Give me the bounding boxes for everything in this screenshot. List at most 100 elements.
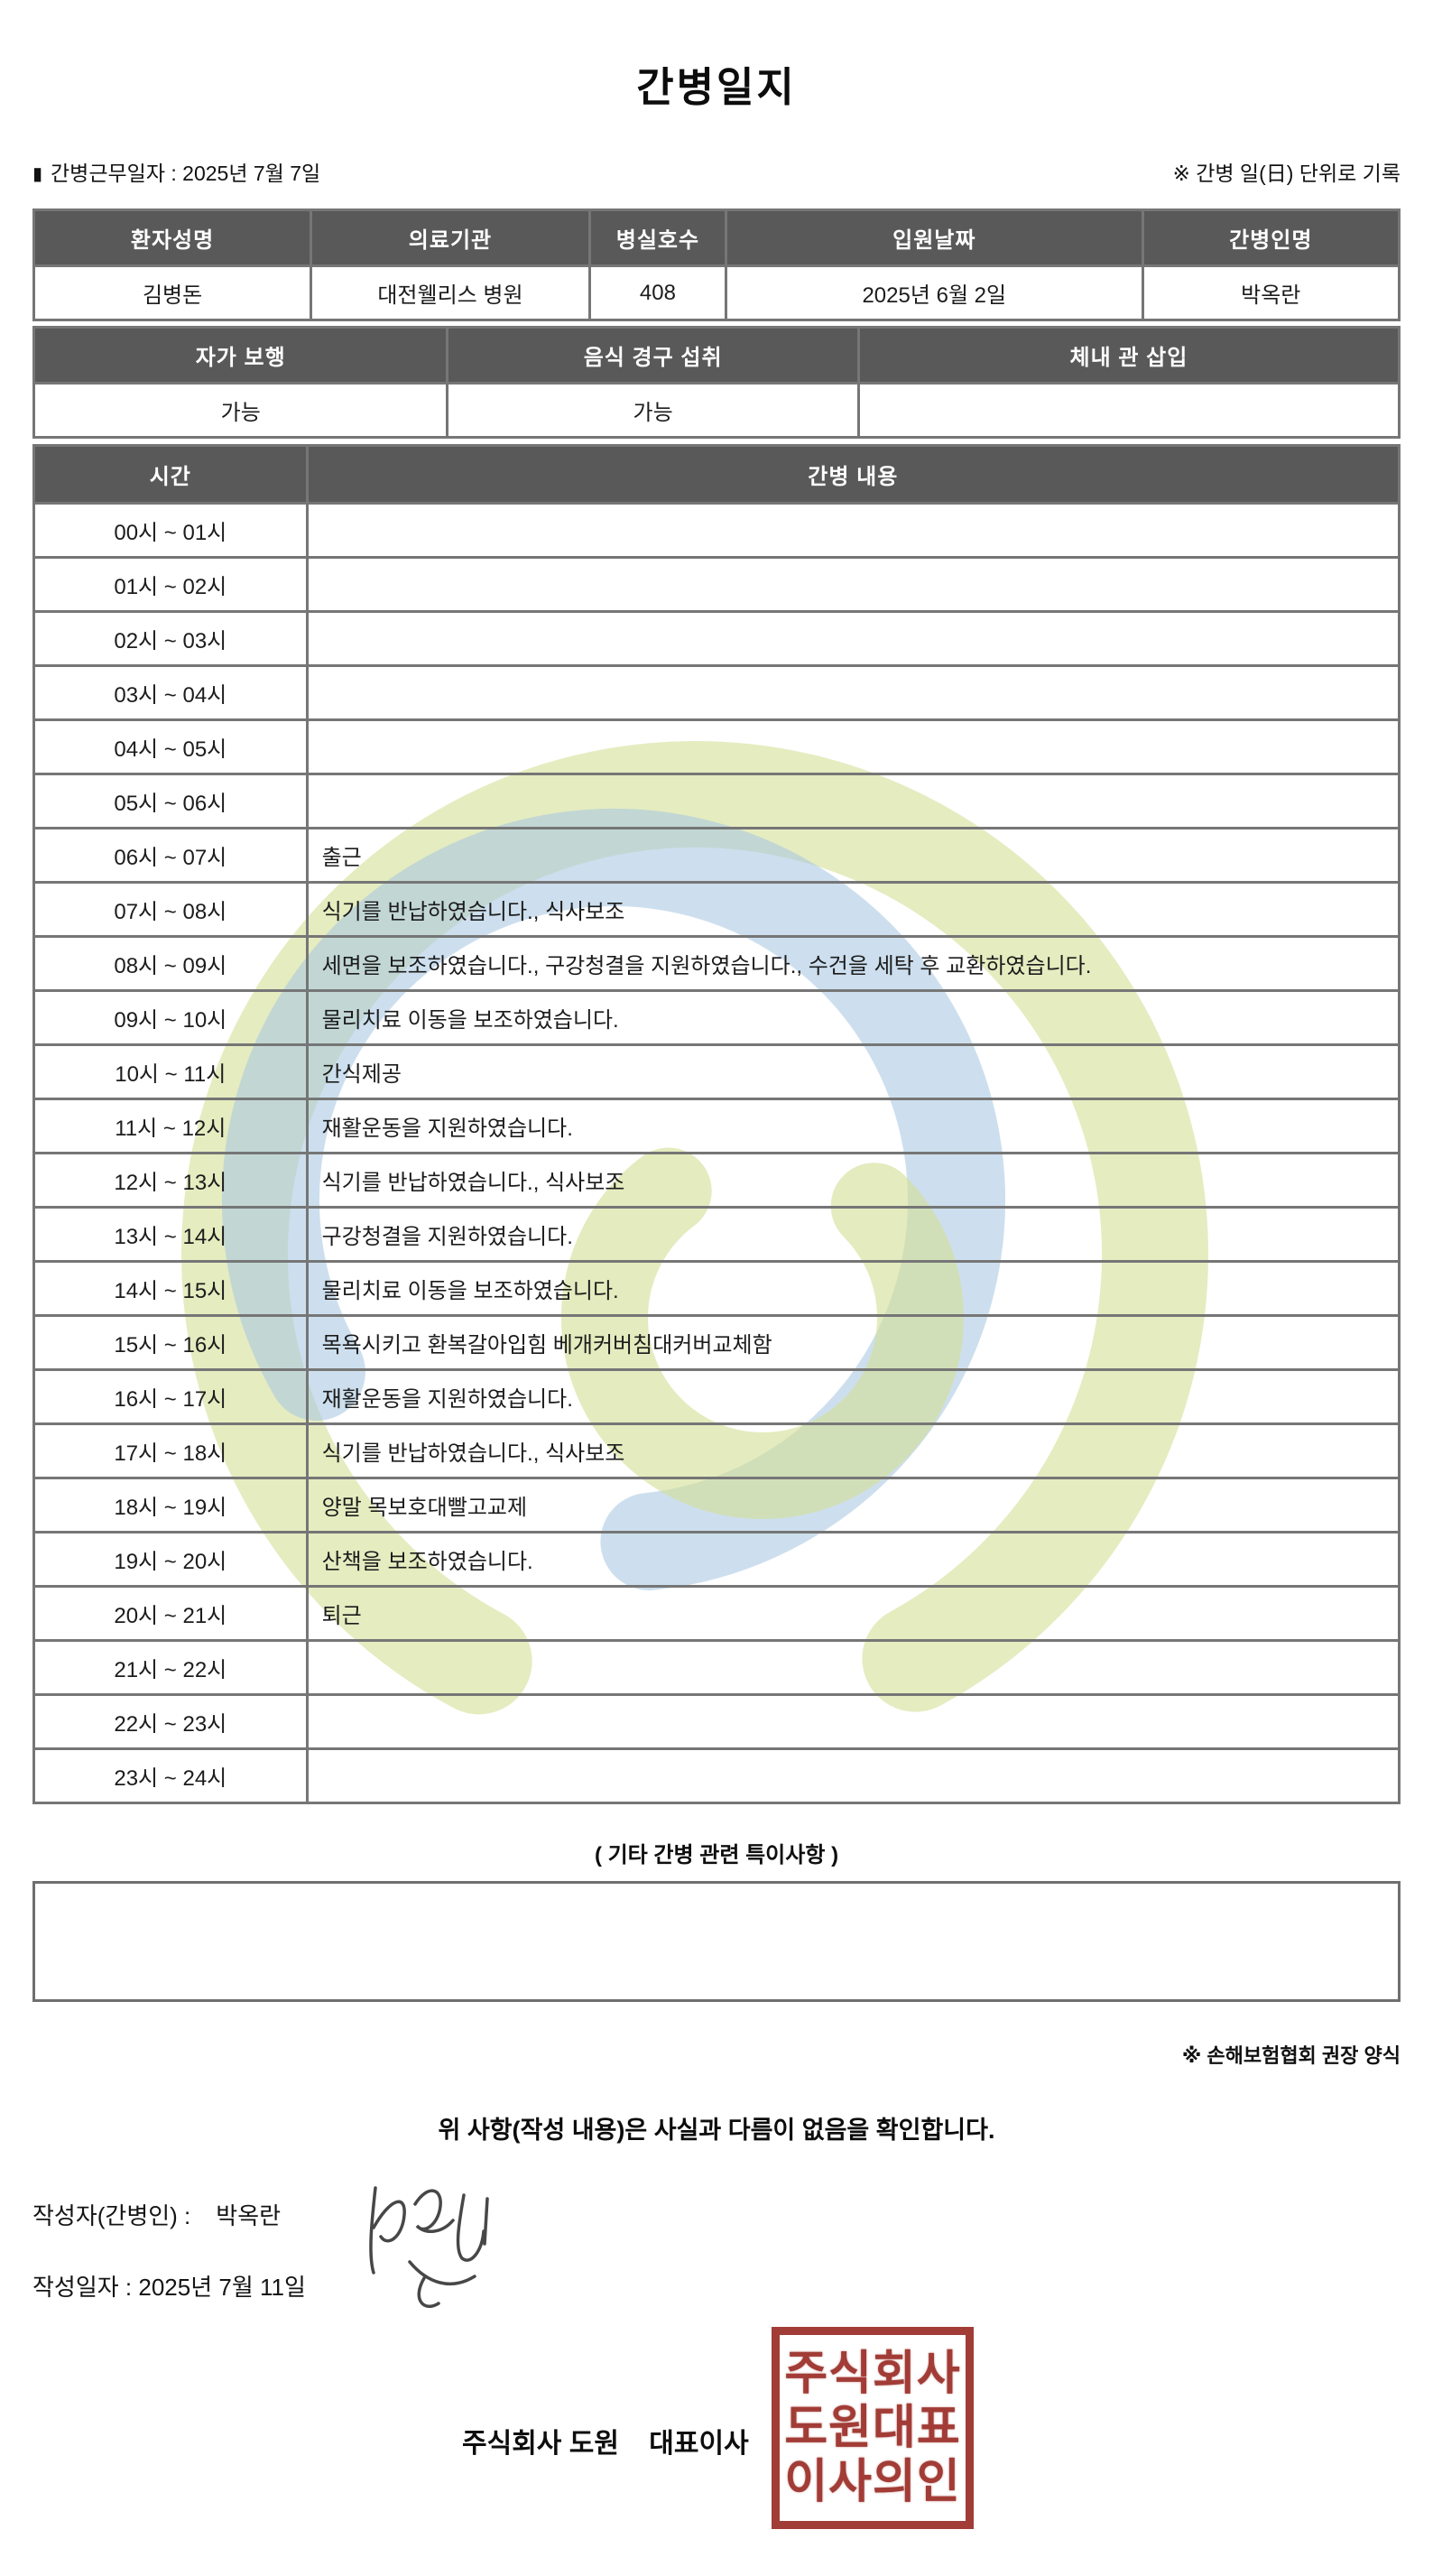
care-content <box>305 773 1401 829</box>
care-content: 출근 <box>305 827 1401 884</box>
self-walking-value: 가능 <box>32 382 449 439</box>
care-log-row: 04시 ~ 05시 <box>32 718 1401 775</box>
time-slot: 23시 ~ 24시 <box>32 1747 309 1804</box>
time-slot: 09시 ~ 10시 <box>32 989 309 1046</box>
confirmation-statement: 위 사항(작성 내용)은 사실과 다름이 없음을 확인합니다. <box>438 2117 995 2144</box>
care-content: 구강청결을 지원하였습니다. <box>305 1206 1401 1263</box>
header-internal-tube: 체내 관 삽입 <box>856 326 1401 385</box>
header-caregiver-name: 간병인명 <box>1141 208 1401 267</box>
care-content <box>305 718 1401 775</box>
time-slot: 01시 ~ 02시 <box>32 556 309 613</box>
care-content: 간식제공 <box>305 1043 1401 1100</box>
work-date-label: 간병근무일자 : <box>51 162 177 185</box>
patient-name: 김병돈 <box>32 264 313 321</box>
care-content <box>305 502 1401 559</box>
written-date-value: 2025년 7월 11일 <box>138 2274 306 2301</box>
care-log-row: 07시 ~ 08시 식기를 반납하였습니다., 식사보조 <box>32 881 1401 938</box>
time-slot: 03시 ~ 04시 <box>32 664 309 721</box>
care-log-row: 02시 ~ 03시 <box>32 610 1401 667</box>
stamp-row-3: 이사의인 <box>784 2456 961 2509</box>
status-header-row: 자가 보행 음식 경구 섭취 체내 관 삽입 <box>32 326 1401 385</box>
time-slot: 12시 ~ 13시 <box>32 1152 309 1209</box>
care-log-row: 05시 ~ 06시 <box>32 773 1401 829</box>
form-note: ※ 손해보험협회 권장 양식 <box>1181 2044 1401 2067</box>
care-log-row: 01시 ~ 02시 <box>32 556 1401 613</box>
oral-intake-value: 가능 <box>446 382 860 439</box>
care-content: 산책을 보조하였습니다. <box>305 1531 1401 1588</box>
company-line: 주식회사 도원 대표이사 <box>462 2429 749 2459</box>
care-content <box>305 664 1401 721</box>
remarks-box <box>32 1881 1401 2002</box>
stamp-row-2: 도원대표 <box>784 2401 961 2454</box>
time-slot: 06시 ~ 07시 <box>32 827 309 884</box>
care-log-row: 14시 ~ 15시 물리치료 이동을 보조하였습니다. <box>32 1260 1401 1317</box>
header-self-walking: 자가 보행 <box>32 326 449 385</box>
time-slot: 22시 ~ 23시 <box>32 1693 309 1750</box>
care-log-row: 13시 ~ 14시 구강청결을 지원하였습니다. <box>32 1206 1401 1263</box>
meta-row: ▮ 간병근무일자 : 2025년 7월 7일 ※ 간병 일(日) 단위로 기록 <box>32 156 1401 187</box>
care-content: 재활운동을 지원하였습니다. <box>305 1098 1401 1154</box>
care-log-row: 20시 ~ 21시 퇴근 <box>32 1585 1401 1642</box>
care-content: 물리치료 이동을 보조하였습니다. <box>305 989 1401 1046</box>
care-content: 식기를 반납하였습니다., 식사보조 <box>305 1422 1401 1479</box>
care-log-row: 10시 ~ 11시 간식제공 <box>32 1043 1401 1100</box>
care-content <box>305 1747 1401 1804</box>
header-medical-institution: 의료기관 <box>310 208 591 267</box>
caregiver-name: 박옥란 <box>1141 264 1401 321</box>
stamp-row-1: 주식회사 <box>784 2347 961 2400</box>
time-slot: 14시 ~ 15시 <box>32 1260 309 1317</box>
corporate-seal-stamp: 주식회사 도원대표 이사의인 <box>772 2327 974 2529</box>
care-log-row: 17시 ~ 18시 식기를 반납하였습니다., 식사보조 <box>32 1422 1401 1479</box>
signature-stroke <box>369 2186 489 2308</box>
patient-info-table: 환자성명 의료기관 병실호수 입원날짜 간병인명 김병돈 대전웰리스 병원 40… <box>32 208 1401 321</box>
signer-line: 작성자(간병인) : 박옥란 <box>32 2198 1401 2231</box>
care-content: 퇴근 <box>305 1585 1401 1642</box>
handwritten-signature <box>369 2186 489 2308</box>
care-content: 식기를 반납하였습니다., 식사보조 <box>305 881 1401 938</box>
care-content <box>305 610 1401 667</box>
time-slot: 21시 ~ 22시 <box>32 1639 309 1696</box>
care-content: 물리치료 이동을 보조하였습니다. <box>305 1260 1401 1317</box>
care-log-row: 00시 ~ 01시 <box>32 502 1401 559</box>
care-log-row: 18시 ~ 19시 양말 목보호대빨고교제 <box>32 1477 1401 1534</box>
care-content: 세면을 보조하였습니다., 구강청결을 지원하였습니다., 수건을 세탁 후 교… <box>305 935 1401 992</box>
medical-institution: 대전웰리스 병원 <box>310 264 591 321</box>
care-content: 재활운동을 지원하였습니다. <box>305 1368 1401 1425</box>
care-log-row: 08시 ~ 09시 세면을 보조하였습니다., 구강청결을 지원하였습니다., … <box>32 935 1401 992</box>
care-log-row: 19시 ~ 20시 산책을 보조하였습니다. <box>32 1531 1401 1588</box>
care-content <box>305 1639 1401 1696</box>
time-slot: 10시 ~ 11시 <box>32 1043 309 1100</box>
time-slot: 08시 ~ 09시 <box>32 935 309 992</box>
time-slot: 17시 ~ 18시 <box>32 1422 309 1479</box>
care-log-row: 15시 ~ 16시 목욕시키고 환복갈아입힘 베개커버침대커버교체함 <box>32 1314 1401 1371</box>
header-admission-date: 입원날짜 <box>725 208 1144 267</box>
care-log-row: 09시 ~ 10시 물리치료 이동을 보조하였습니다. <box>32 989 1401 1046</box>
patient-info-value-row: 김병돈 대전웰리스 병원 408 2025년 6월 2일 박옥란 <box>32 264 1401 321</box>
signer-name: 박옥란 <box>216 2202 282 2229</box>
header-oral-intake: 음식 경구 섭취 <box>446 326 860 385</box>
time-slot: 13시 ~ 14시 <box>32 1206 309 1263</box>
written-date-label: 작성일자 : <box>32 2274 133 2301</box>
time-slot: 02시 ~ 03시 <box>32 610 309 667</box>
page-title: 간병일지 <box>636 64 797 110</box>
care-log-row: 22시 ~ 23시 <box>32 1693 1401 1750</box>
admission-date: 2025년 6월 2일 <box>725 264 1144 321</box>
care-log-header-row: 시간 간병 내용 <box>32 444 1401 505</box>
care-content: 목욕시키고 환복갈아입힘 베개커버침대커버교체함 <box>305 1314 1401 1371</box>
care-log-row: 16시 ~ 17시 재활운동을 지원하였습니다. <box>32 1368 1401 1425</box>
header-room-number: 병실호수 <box>587 208 728 267</box>
care-content: 식기를 반납하였습니다., 식사보조 <box>305 1152 1401 1209</box>
time-slot: 00시 ~ 01시 <box>32 502 309 559</box>
written-date-line: 작성일자 : 2025년 7월 11일 <box>32 2269 1401 2303</box>
time-slot: 16시 ~ 17시 <box>32 1368 309 1425</box>
care-content: 양말 목보호대빨고교제 <box>305 1477 1401 1534</box>
time-slot: 05시 ~ 06시 <box>32 773 309 829</box>
time-slot: 07시 ~ 08시 <box>32 881 309 938</box>
time-slot: 11시 ~ 12시 <box>32 1098 309 1154</box>
time-slot: 18시 ~ 19시 <box>32 1477 309 1534</box>
bullet-square-icon: ▮ <box>32 164 43 184</box>
care-log-table: 시간 간병 내용 00시 ~ 01시 01시 ~ 02시 02시 ~ 03시 <box>32 444 1401 1804</box>
room-number: 408 <box>587 264 728 321</box>
document-content: 간병일지 ▮ 간병근무일자 : 2025년 7월 7일 ※ 간병 일(日) 단위로… <box>32 64 1401 2303</box>
care-log-row: 23시 ~ 24시 <box>32 1747 1401 1804</box>
